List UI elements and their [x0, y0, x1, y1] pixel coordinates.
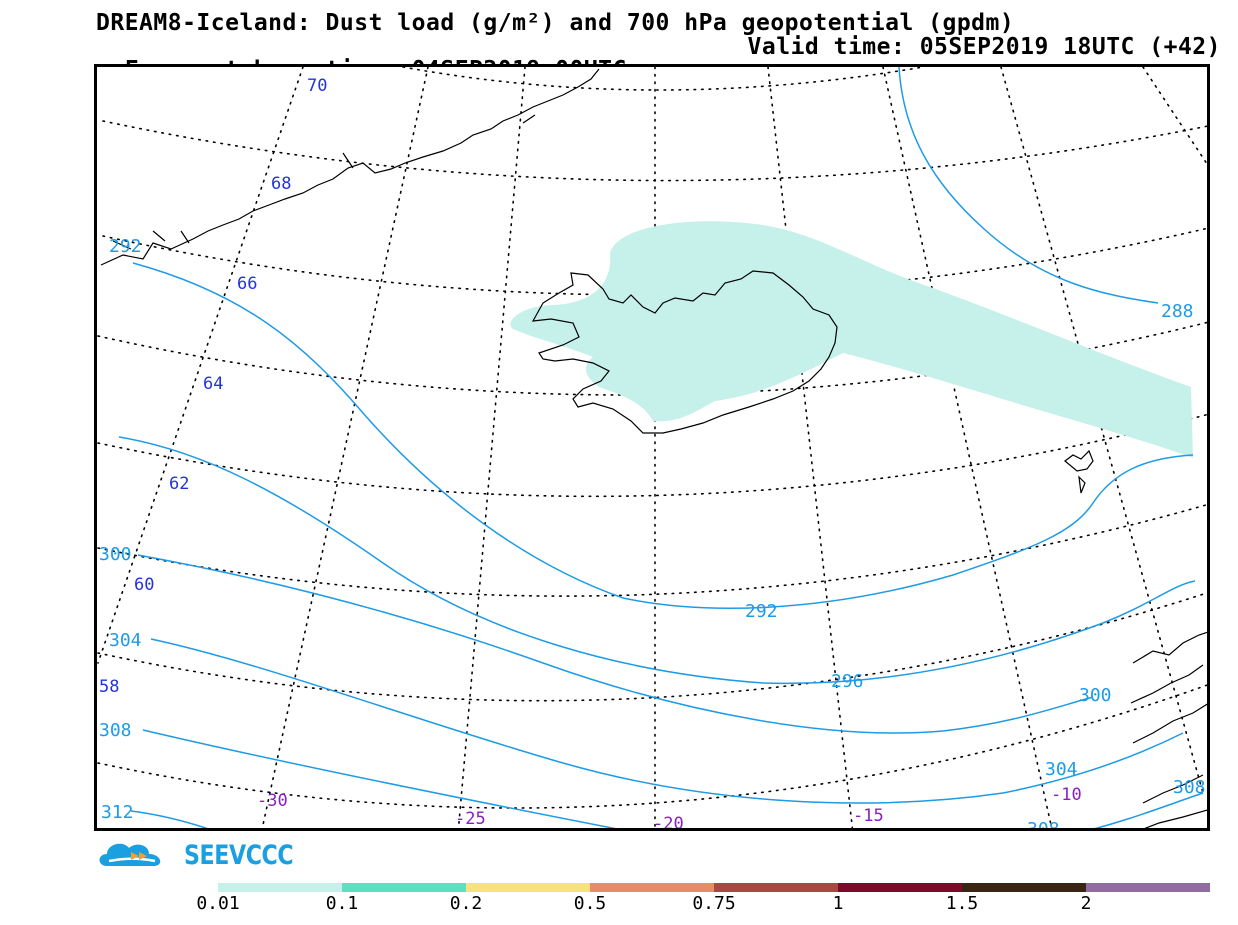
scandinavia-coast — [1130, 631, 1207, 828]
colorbar-tick-label: 1 — [832, 893, 844, 914]
iceland-coast — [531, 270, 838, 434]
colorbar-tick-label: 2 — [1080, 893, 1092, 914]
lat-label-62: 62 — [169, 474, 189, 494]
contour-label: 288 — [1161, 301, 1194, 322]
contour-label: 300 — [1079, 685, 1112, 706]
contour-label: 304 — [1045, 759, 1078, 780]
contour-296 — [118, 436, 1196, 685]
contour-label: 296 — [831, 671, 864, 692]
lat-label-58: 58 — [99, 677, 119, 697]
greenland-coast — [100, 68, 600, 266]
map-panel: 70 68 66 64 62 60 58 -30 -25 -20 -15 -10… — [94, 64, 1210, 831]
colorbar-swatch — [218, 883, 342, 892]
contour-304 — [150, 638, 1184, 804]
valid-time: Valid time: 05SEP2019 18UTC (+42) — [747, 34, 1221, 60]
coastlines — [100, 68, 1207, 828]
contour-label: 308 — [99, 720, 132, 741]
colorbar-swatch — [590, 883, 714, 892]
latitude-labels: 70 68 66 64 62 60 58 — [99, 76, 327, 697]
colorbar-swatch — [838, 883, 962, 892]
contour-label: 308 — [1027, 819, 1060, 828]
colorbar-swatch — [342, 883, 466, 892]
lat-label-66: 66 — [237, 274, 257, 294]
graticule — [97, 67, 1207, 828]
contour-label: 300 — [99, 544, 132, 565]
lon-label-minus-15: -15 — [853, 806, 884, 826]
seevccc-logo — [99, 843, 161, 866]
colorbar-swatch — [962, 883, 1086, 892]
dust-load-field — [510, 221, 1194, 458]
map-title: DREAM8-Iceland: Dust load (g/m²) and 700… — [96, 10, 1015, 36]
lon-label-minus-10: -10 — [1051, 785, 1082, 805]
contour-308-east — [1094, 792, 1204, 828]
contour-label: 308 — [1173, 777, 1206, 798]
contour-288 — [898, 67, 1159, 304]
contour-312 — [130, 810, 209, 828]
colorbar — [218, 883, 1210, 892]
cloud-icon — [99, 843, 161, 866]
lon-label-minus-30: -30 — [257, 791, 288, 811]
contour-label: 312 — [101, 802, 134, 823]
colorbar-swatch — [1086, 883, 1210, 892]
colorbar-tick-label: 0.01 — [196, 893, 240, 914]
colorbar-tick-label: 0.75 — [692, 893, 736, 914]
longitude-labels: -30 -25 -20 -15 -10 — [257, 785, 1082, 828]
faroe-islands — [1064, 449, 1094, 494]
colorbar-tick-label: 0.1 — [325, 893, 359, 914]
contour-308 — [142, 729, 617, 828]
contour-labels: 292 288 300 292 296 304 300 308 304 312 … — [99, 236, 1206, 828]
contour-label: 292 — [109, 236, 142, 257]
lat-label-64: 64 — [203, 374, 223, 394]
contour-300 — [137, 554, 1094, 734]
colorbar-tick-label: 0.2 — [449, 893, 483, 914]
map-canvas: 70 68 66 64 62 60 58 -30 -25 -20 -15 -10… — [97, 67, 1207, 828]
lat-label-68: 68 — [271, 174, 291, 194]
contour-label: 292 — [745, 601, 778, 622]
lon-label-minus-25: -25 — [455, 809, 486, 828]
lat-label-60: 60 — [134, 575, 154, 595]
colorbar-tick-label: 0.5 — [573, 893, 607, 914]
logo-text: SEEVCCC — [184, 840, 294, 871]
contour-label: 304 — [109, 630, 142, 651]
contour-292 — [132, 262, 1194, 609]
lon-label-minus-20: -20 — [653, 814, 684, 828]
colorbar-swatch — [466, 883, 590, 892]
colorbar-swatch — [714, 883, 838, 892]
dust-plume — [510, 221, 1194, 458]
colorbar-tick-label: 1.5 — [945, 893, 979, 914]
lat-label-70: 70 — [307, 76, 327, 96]
geopotential-contours — [118, 67, 1204, 828]
